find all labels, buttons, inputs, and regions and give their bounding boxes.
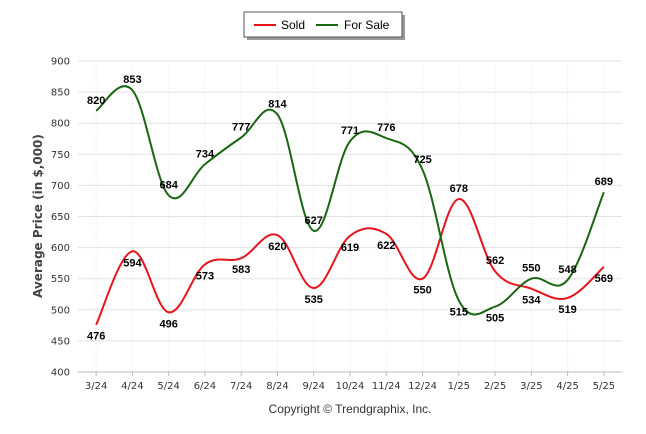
y-tick-label: 750 [51,150,70,161]
data-label-for-sale: 684 [159,179,178,191]
data-label-for-sale: 814 [268,98,287,110]
y-tick-label: 650 [51,212,70,223]
data-label-for-sale: 771 [341,125,359,137]
y-tick-label: 400 [51,368,70,379]
data-label-sold: 476 [87,331,105,343]
y-tick-label: 800 [51,119,70,130]
data-label-for-sale: 776 [377,122,395,134]
x-tick-label: 3/24 [85,381,107,392]
data-label-sold: 534 [522,295,541,307]
x-tick-label: 12/24 [408,381,437,392]
data-label-sold: 619 [341,242,359,254]
series-lines [95,85,605,326]
data-label-for-sale: 734 [196,148,215,160]
data-label-sold: 594 [123,257,142,269]
x-tick-label: 10/24 [336,381,365,392]
legend-label-sold: Sold [281,18,305,32]
data-label-sold: 496 [159,318,177,330]
data-label-sold: 620 [268,241,286,253]
y-tick-label: 600 [51,243,70,254]
x-tick-label: 4/24 [121,381,143,392]
y-tick-label: 500 [51,305,70,316]
y-tick-label: 850 [51,88,70,99]
x-tick-label: 3/25 [520,381,542,392]
x-tick-label: 4/25 [556,381,578,392]
data-labels: 476 594 496 573 583 620 535 619 622 550 678 562 534 5… [87,74,613,342]
data-label-for-sale: 505 [486,313,504,325]
data-label-for-sale: 550 [522,263,540,275]
legend-label-for-sale: For Sale [344,18,390,32]
x-tick-label: 1/25 [448,381,470,392]
data-label-sold: 583 [232,264,250,276]
y-tick-label: 450 [51,336,70,347]
axes: 400 450 500 550 600 650 700 750 800 850 900 3/24 4/2… [51,57,622,392]
x-tick-label: 2/25 [484,381,506,392]
data-label-for-sale: 689 [595,176,613,188]
data-label-for-sale: 820 [87,95,105,107]
y-tick-label: 700 [51,181,70,192]
legend: Sold For Sale [243,11,405,40]
data-label-sold: 622 [377,240,395,252]
x-tick-label: 7/24 [230,381,252,392]
data-label-for-sale: 725 [413,154,431,166]
x-tick-label: 6/24 [194,381,216,392]
data-label-sold: 569 [595,273,613,285]
grid-lines [78,60,622,373]
x-tick-label: 8/24 [266,381,288,392]
y-tick-label: 550 [51,274,70,285]
x-tick-label: 11/24 [372,381,401,392]
data-label-for-sale: 627 [305,215,323,227]
y-axis-title: Average Price (in $,000) [31,134,45,298]
data-label-sold: 573 [196,270,214,282]
y-tick-label: 900 [51,57,70,68]
data-label-for-sale: 548 [558,264,576,276]
series-line-for-sale [95,85,605,316]
data-label-for-sale: 853 [123,74,141,86]
data-label-sold: 535 [305,294,323,306]
x-tick-label: 9/24 [302,381,324,392]
copyright-caption: Copyright © Trendgraphix, Inc. [269,402,432,416]
data-label-sold: 562 [486,255,504,267]
data-label-for-sale: 777 [232,122,250,134]
data-label-sold: 519 [558,304,576,316]
series-line-sold [95,198,605,326]
data-label-sold: 678 [450,183,468,195]
x-tick-label: 5/24 [157,381,179,392]
data-label-for-sale: 515 [450,306,468,318]
x-tick-label: 5/25 [593,381,615,392]
data-label-sold: 550 [413,285,431,297]
